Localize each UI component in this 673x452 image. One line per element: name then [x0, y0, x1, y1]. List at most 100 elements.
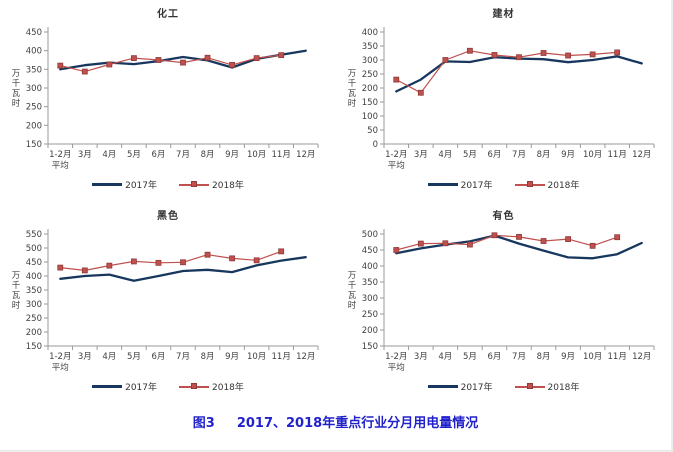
x-tick-label: 5月	[127, 150, 141, 160]
legend-line-2018-swatch	[179, 180, 209, 187]
series-line-2018年	[59, 54, 282, 73]
y-axis-title: 万千瓦时	[12, 69, 21, 109]
series-marker-2018年	[81, 267, 88, 274]
y-tick-label: 300	[26, 300, 42, 310]
x-tick-label: 8月	[201, 150, 215, 160]
figure-caption: 图3 2017、2018年重点行业分月用电量情况	[0, 412, 671, 431]
x-tick-label-line2: 平均	[387, 160, 404, 171]
y-tick-label: 300	[26, 84, 42, 94]
square-marker-icon	[191, 382, 197, 389]
x-tick-label: 6月	[487, 150, 501, 160]
square-marker-icon	[526, 180, 533, 187]
series-line-2018年	[59, 250, 282, 272]
legend-label-2018: 2018年	[547, 181, 580, 191]
y-tick-label: 400	[26, 47, 42, 57]
series-marker-2018年	[589, 51, 596, 58]
x-tick-label: 8月	[201, 352, 215, 362]
x-tick-label: 1-2月	[385, 352, 407, 362]
legend-item-2017: 2017年	[92, 178, 157, 191]
x-tick-label: 11月	[607, 150, 626, 160]
y-tick-label: 300	[361, 56, 377, 66]
legend-label-2017: 2017年	[125, 181, 157, 191]
series-marker-2018年	[441, 240, 448, 247]
legend-label-2018: 2018年	[212, 383, 244, 393]
legend-label-2018: 2018年	[212, 181, 244, 191]
series-marker-2018年	[564, 52, 571, 59]
chart-title: 建材	[492, 9, 515, 20]
y-tick-label: 400	[361, 262, 377, 272]
series-marker-2018年	[278, 52, 285, 59]
legend-item-2018: 2018年	[514, 178, 580, 191]
y-tick-label: 450	[26, 258, 42, 268]
x-tick-label: 10月	[582, 352, 601, 362]
series-marker-2018年	[204, 251, 211, 258]
y-tick-label: 350	[361, 42, 377, 52]
charts-grid: 化工 150 200 250 300 350 400 450 1-2月 平均 3月 4月 5月 6月 7月…	[0, 9, 654, 406]
x-tick-label: 9月	[225, 150, 239, 160]
y-tick-label: 150	[26, 140, 42, 150]
x-tick-label: 9月	[561, 150, 575, 160]
x-tick-label: 11月	[272, 352, 291, 362]
x-tick-label: 6月	[151, 352, 165, 362]
legend-item-2018: 2018年	[179, 380, 244, 393]
legend-item-2017: 2017年	[92, 380, 157, 393]
y-tick-label: 250	[26, 314, 42, 324]
legend-line-2018-swatch	[514, 382, 545, 389]
x-tick-label-line2: 平均	[52, 160, 69, 171]
x-tick-label: 9月	[225, 352, 239, 362]
x-tick-label: 9月	[561, 352, 575, 362]
x-tick-label: 10月	[582, 150, 601, 160]
y-tick-label: 450	[361, 246, 377, 256]
x-tick-label: 1-2月	[49, 150, 71, 160]
series-marker-2018年	[491, 52, 497, 58]
y-tick-label: 200	[361, 326, 377, 336]
series-marker-2018年	[155, 259, 162, 266]
y-tick-label: 100	[361, 112, 377, 122]
y-axis-title: 万千瓦时	[347, 271, 356, 311]
x-tick-label: 1-2月	[385, 150, 407, 160]
y-tick-label: 250	[361, 310, 377, 320]
series-marker-2018年	[564, 236, 571, 243]
x-tick-label: 4月	[438, 352, 452, 362]
legend-item-2017: 2017年	[427, 178, 493, 191]
x-tick-label: 7月	[512, 352, 526, 362]
x-tick-label: 4月	[102, 150, 116, 160]
x-tick-label: 10月	[247, 352, 266, 362]
y-tick-label: 250	[361, 70, 377, 80]
series-line-2017年	[59, 256, 307, 282]
legend-line-2017-swatch	[92, 385, 123, 388]
series-marker-2018年	[540, 238, 546, 244]
legend-line-2018-swatch	[514, 180, 545, 187]
legend-item-2018: 2018年	[514, 380, 579, 393]
y-tick-label: 400	[361, 28, 377, 38]
chart-ferrous: 黑色 150 200 250 300 350 400 450 500 550 1-2月 平均 3月 4月…	[0, 204, 336, 406]
y-tick-label: 500	[26, 244, 42, 254]
x-tick-label: 3月	[78, 352, 92, 362]
x-tick-label-line2: 平均	[52, 362, 69, 373]
y-tick-label: 50	[367, 126, 378, 136]
x-tick-label: 8月	[536, 352, 550, 362]
series-marker-2018年	[57, 264, 64, 271]
x-tick-label: 12月	[296, 150, 315, 160]
x-tick-label: 11月	[607, 352, 626, 362]
legend-line-2017-swatch	[427, 183, 458, 186]
y-tick-label: 300	[361, 294, 377, 304]
series-marker-2018年	[613, 234, 620, 241]
series-marker-2018年	[81, 68, 88, 75]
y-tick-label: 350	[26, 286, 42, 296]
series-marker-2018年	[466, 47, 473, 54]
x-tick-label: 3月	[413, 150, 427, 160]
chart-title: 化工	[157, 9, 179, 20]
series-line-2018年	[395, 234, 618, 251]
x-tick-label: 5月	[127, 352, 141, 362]
legend-label-2017: 2017年	[125, 383, 157, 393]
x-tick-label: 3月	[413, 352, 427, 362]
legend-line-2017-swatch	[92, 183, 123, 186]
y-tick-label: 350	[361, 278, 377, 288]
series-marker-2018年	[106, 262, 113, 269]
y-tick-label: 150	[361, 342, 377, 352]
